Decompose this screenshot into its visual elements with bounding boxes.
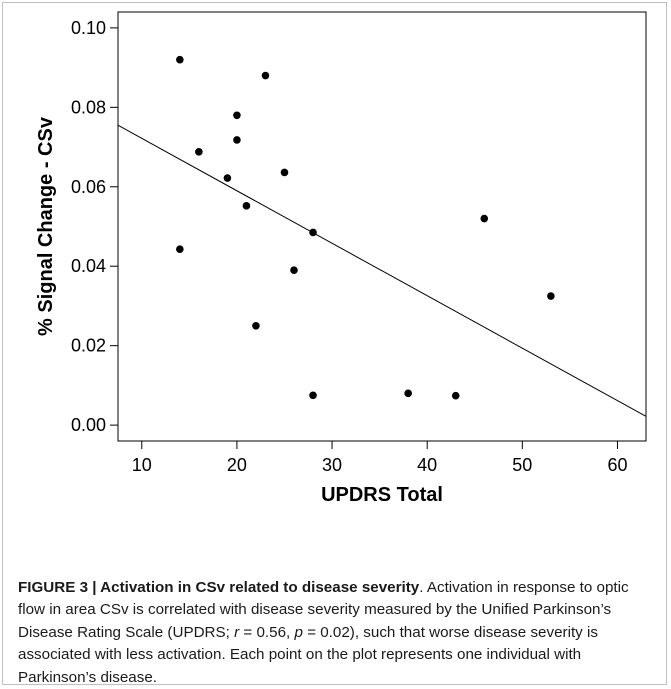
r-value-text: = 0.56, <box>239 623 295 641</box>
data-point <box>309 228 317 237</box>
p-symbol: p <box>294 623 303 641</box>
y-tick-label: 0.00 <box>71 415 106 435</box>
x-tick-label: 60 <box>607 455 627 475</box>
data-point <box>480 214 489 223</box>
r-symbol: r <box>234 623 240 641</box>
regression-line <box>117 124 647 417</box>
data-point <box>233 136 241 144</box>
data-point <box>195 148 203 156</box>
data-point <box>261 71 270 80</box>
caption-text-2: = 0.02), such that worse disease severit… <box>18 623 598 686</box>
y-tick-label: 0.10 <box>71 18 106 38</box>
data-point <box>252 322 260 330</box>
x-tick-label: 20 <box>227 455 247 475</box>
caption-text-1: . Activation in response to optic flow i… <box>18 579 629 641</box>
data-point <box>280 168 289 177</box>
data-point <box>290 266 298 274</box>
y-axis-title: % Signal Change - CSv <box>35 116 57 336</box>
data-point <box>176 245 184 253</box>
x-tick-label: 10 <box>132 455 152 475</box>
data-point <box>547 292 555 300</box>
x-tick-label: 40 <box>417 455 437 475</box>
plot-area: 0.00 0.02 0.04 0.06 0.08 0.10 10 20 30 40 50 60 UPDR… <box>35 11 647 506</box>
y-tick-label: 0.08 <box>71 97 106 117</box>
x-tick-label: 30 <box>322 455 342 475</box>
y-tick-label: 0.02 <box>71 336 106 356</box>
plot-border <box>117 11 647 442</box>
data-point <box>309 391 317 400</box>
x-axis-title: UPDRS Total <box>321 484 443 506</box>
scatter-chart: 0.00 0.02 0.04 0.06 0.08 0.10 10 20 30 40 50 60 UPDR… <box>35 11 647 506</box>
figure-label: FIGURE 3 | <box>18 579 101 596</box>
y-tick-label: 0.04 <box>71 256 106 276</box>
figure-title: Activation in CSv related to disease sev… <box>100 579 420 596</box>
figure-caption: FIGURE 3 | Activation in CSv related to … <box>18 577 658 689</box>
data-point <box>242 202 251 210</box>
data-point <box>233 111 241 120</box>
x-tick-label: 50 <box>512 455 532 475</box>
data-point <box>404 389 412 398</box>
data-point <box>223 174 232 182</box>
data-point <box>176 55 184 64</box>
data-point <box>451 391 460 400</box>
y-tick-label: 0.06 <box>71 177 106 197</box>
